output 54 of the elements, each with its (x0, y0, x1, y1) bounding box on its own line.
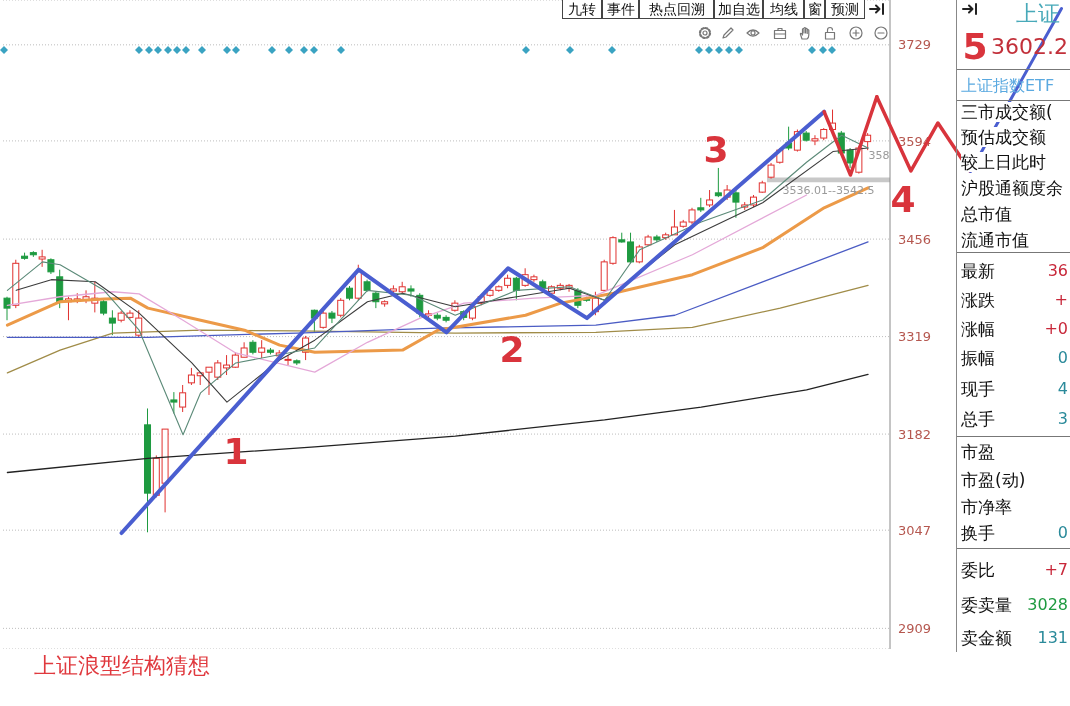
text: 三市成交额( (961, 101, 1053, 122)
button: 热点回溯 (639, 0, 714, 19)
annotation: 九转 (568, 1, 596, 17)
text: +0 (1044, 319, 1068, 339)
text: 振幅 (961, 347, 995, 368)
y-tick-label: 2909 (898, 620, 932, 636)
text: 市盈(动) (961, 469, 1026, 490)
y-tick-label: 3319 (898, 329, 932, 345)
text: 较上日此时 (961, 151, 1046, 172)
annotation: 3 (703, 129, 729, 170)
annotation: 预测 (831, 1, 859, 17)
button: 事件 (602, 0, 639, 19)
button: 均线 (763, 0, 804, 19)
text: 换手 (961, 522, 995, 543)
text: 36 (1047, 261, 1068, 281)
text: 3028 (1027, 595, 1068, 615)
text: 流通市值 (961, 229, 1029, 250)
annotation: 358 (868, 148, 890, 162)
text: 现手 (961, 378, 995, 399)
text: 涨幅 (961, 318, 995, 339)
button: 加自选 (714, 0, 763, 19)
button: 窗 (804, 0, 825, 19)
annotation: 事件 (606, 1, 635, 17)
text: 5 (962, 26, 988, 67)
text: 卖金额 (961, 627, 1012, 648)
text: 0 (1057, 523, 1068, 543)
text: 沪股通额度余 (961, 177, 1063, 198)
text: 市净率 (961, 496, 1012, 517)
text: 4 (1057, 379, 1068, 399)
text: 预估成交额 (961, 126, 1046, 147)
text: 委比 (961, 559, 995, 580)
text: 市盈 (961, 441, 995, 462)
button: 预测 (825, 0, 865, 19)
text: 总市值 (961, 203, 1012, 224)
y-tick-label: 3729 (898, 37, 932, 53)
text: 131 (1037, 628, 1068, 648)
text: 总手 (961, 408, 995, 429)
text: 3 (1057, 409, 1068, 429)
y-tick-label: 3047 (898, 522, 932, 538)
text: 上证浪型结构猜想 (34, 653, 210, 678)
button: 九转 (562, 0, 602, 19)
text: 0 (1057, 348, 1068, 368)
annotation: 2 (499, 329, 525, 370)
text: 涨跌 (961, 289, 995, 310)
text: 委卖量 (961, 594, 1012, 615)
y-tick-label: 3182 (898, 426, 932, 442)
text: 4 (890, 179, 916, 220)
text: +7 (1044, 560, 1068, 580)
text: 最新 (961, 260, 995, 281)
annotation: 均线 (769, 1, 798, 17)
annotation: 热点回溯 (648, 1, 705, 17)
text: + (1054, 290, 1068, 310)
y-tick-label: 3456 (898, 231, 932, 247)
text: 上证 (1016, 0, 1060, 26)
